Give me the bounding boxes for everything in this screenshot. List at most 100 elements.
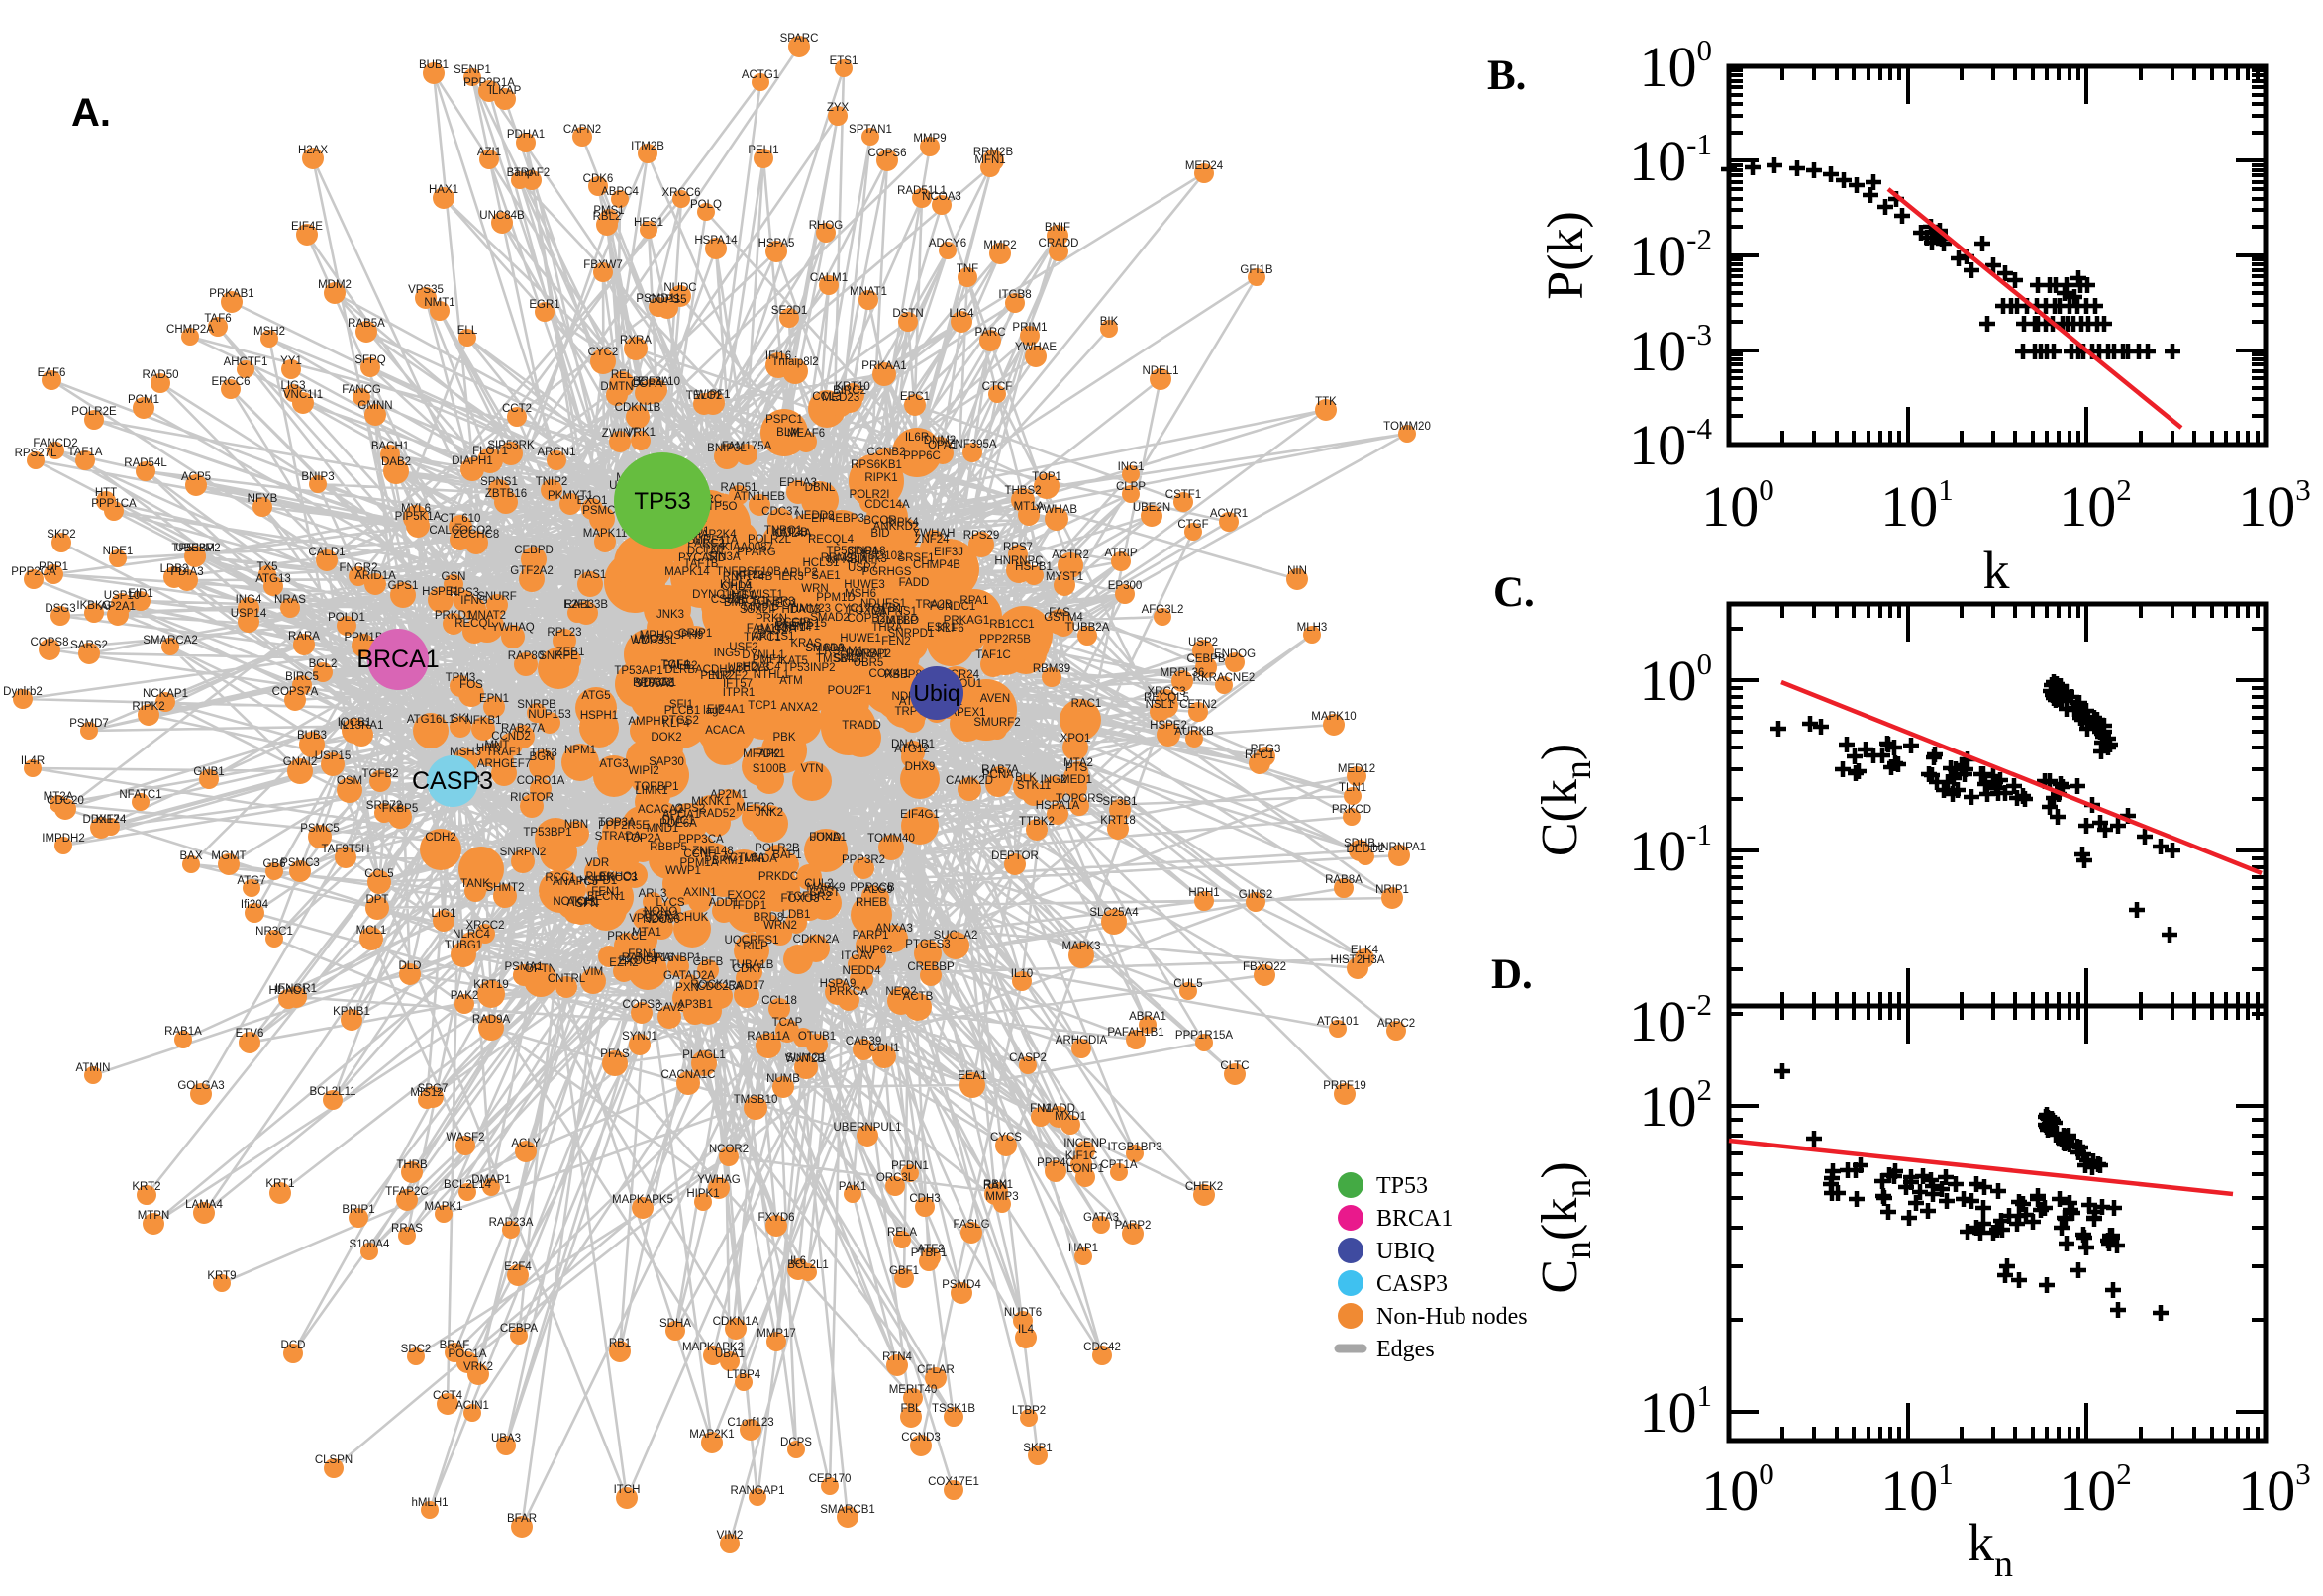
svg-text:KRT2: KRT2 (132, 1181, 160, 1193)
svg-text:SMG1: SMG1 (834, 653, 866, 665)
svg-text:SPNS1: SPNS1 (480, 476, 518, 488)
svg-text:WIPI2: WIPI2 (628, 765, 658, 777)
svg-text:RANBP2: RANBP2 (846, 648, 891, 660)
svg-text:PRKDC: PRKDC (758, 871, 798, 883)
svg-text:FOXA1: FOXA1 (809, 832, 847, 844)
svg-text:ATMIN: ATMIN (76, 1062, 111, 1074)
svg-text:POC1A: POC1A (449, 1348, 487, 1360)
svg-text:RNF144B: RNF144B (723, 571, 773, 583)
svg-text:APEX1: APEX1 (949, 707, 985, 719)
svg-text:NLRC4: NLRC4 (453, 929, 490, 941)
svg-text:AFG3L2: AFG3L2 (1142, 604, 1184, 616)
svg-text:IMPDH2: IMPDH2 (42, 833, 84, 845)
svg-text:UBIQ: UBIQ (1376, 1239, 1435, 1264)
svg-text:XPO1: XPO1 (1060, 733, 1091, 745)
svg-text:MAPK1: MAPK1 (425, 1201, 463, 1213)
svg-text:ZNF148: ZNF148 (692, 846, 734, 857)
svg-text:ETV6: ETV6 (236, 1028, 264, 1040)
svg-text:RAB5A: RAB5A (348, 318, 385, 330)
svg-text:CDKN1A: CDKN1A (713, 1316, 759, 1328)
svg-text:COPB2: COPB2 (848, 613, 886, 625)
svg-text:ORC3L: ORC3L (876, 1172, 915, 1184)
svg-text:LYCS: LYCS (656, 897, 685, 909)
svg-text:RAD54L: RAD54L (124, 457, 167, 469)
svg-text:CAB39: CAB39 (846, 1036, 881, 1047)
svg-text:FEN2: FEN2 (881, 636, 910, 648)
svg-text:PFDN1: PFDN1 (891, 1160, 929, 1172)
svg-text:MAPK11: MAPK11 (583, 528, 628, 540)
svg-text:ARL3: ARL3 (639, 888, 667, 900)
svg-text:TANK: TANK (460, 878, 490, 890)
svg-text:PRPF19: PRPF19 (1323, 1080, 1365, 1092)
svg-text:HSPA9: HSPA9 (820, 978, 857, 990)
svg-text:IL4: IL4 (1018, 1324, 1035, 1336)
svg-text:PGR: PGR (862, 566, 887, 578)
svg-text:ERCC6: ERCC6 (212, 376, 251, 388)
svg-text:NFATC1: NFATC1 (119, 789, 161, 801)
svg-text:PDP1: PDP1 (39, 561, 68, 573)
svg-text:SMARCB1: SMARCB1 (820, 1504, 875, 1516)
svg-text:AKT3: AKT3 (567, 897, 596, 909)
svg-text:TGFBR3: TGFBR3 (750, 596, 794, 608)
svg-text:ING4: ING4 (236, 594, 262, 606)
svg-text:EFEMP1: EFEMP1 (774, 621, 820, 633)
svg-text:ARHGEF7: ARHGEF7 (477, 758, 531, 770)
svg-text:SDC2: SDC2 (401, 1344, 432, 1355)
svg-text:PTBP1: PTBP1 (911, 1247, 947, 1259)
svg-text:FBXO22: FBXO22 (1243, 961, 1286, 973)
svg-text:SKP2: SKP2 (47, 529, 75, 541)
svg-text:VDR: VDR (585, 857, 609, 869)
svg-text:BNIP3L: BNIP3L (707, 443, 747, 454)
svg-text:SHMT2: SHMT2 (486, 882, 525, 894)
svg-text:NCOR2: NCOR2 (709, 1144, 749, 1155)
svg-text:PPP2R1A: PPP2R1A (463, 77, 515, 89)
svg-text:SSX2IP: SSX2IP (740, 604, 780, 616)
svg-text:SIN3A: SIN3A (707, 551, 741, 563)
svg-text:FKBP5: FKBP5 (382, 803, 418, 815)
svg-text:PDE6A: PDE6A (659, 818, 697, 830)
svg-text:ATG16L1: ATG16L1 (407, 714, 454, 726)
svg-text:ACTR2: ACTR2 (1052, 549, 1089, 561)
svg-text:CASP3: CASP3 (412, 767, 493, 795)
svg-text:RANBP16: RANBP16 (622, 952, 673, 964)
svg-text:TAF9T5H: TAF9T5H (322, 844, 370, 855)
svg-text:CHUK: CHUK (676, 912, 709, 924)
svg-text:CCL3: CCL3 (812, 391, 841, 403)
svg-text:XRCC3: XRCC3 (1148, 686, 1186, 698)
svg-text:TOPORS: TOPORS (1056, 793, 1104, 805)
svg-text:PSMD4: PSMD4 (942, 1279, 981, 1291)
svg-text:MADD: MADD (1042, 1103, 1075, 1115)
svg-text:AURKB: AURKB (1174, 726, 1214, 738)
svg-text:LONP1: LONP1 (1066, 1163, 1104, 1175)
svg-text:PPP3R2: PPP3R2 (842, 854, 885, 866)
svg-text:USP14: USP14 (231, 608, 267, 620)
svg-text:VDAC2: VDAC2 (636, 677, 673, 689)
svg-text:Ifi204: Ifi204 (241, 899, 269, 911)
svg-text:NEDD4: NEDD4 (843, 965, 882, 977)
svg-text:TTK: TTK (1315, 396, 1337, 408)
svg-text:PXN: PXN (675, 982, 699, 994)
svg-text:H2AX: H2AX (298, 145, 328, 156)
svg-text:XRCC2: XRCC2 (466, 920, 505, 932)
svg-text:C.: C. (1493, 569, 1535, 616)
svg-text:CEBPD: CEBPD (514, 545, 554, 556)
svg-text:EP300: EP300 (1108, 580, 1143, 592)
svg-text:LIG3: LIG3 (281, 380, 306, 392)
svg-text:KRT9: KRT9 (207, 1270, 236, 1282)
svg-text:PLAGL1: PLAGL1 (682, 1049, 725, 1061)
svg-text:BRD8: BRD8 (754, 912, 784, 924)
svg-text:SENP1: SENP1 (454, 64, 491, 76)
svg-text:VTN: VTN (801, 763, 824, 775)
svg-text:MNAT2: MNAT2 (468, 610, 506, 622)
svg-text:MED12: MED12 (1338, 763, 1375, 775)
svg-text:RAP80: RAP80 (508, 650, 544, 662)
svg-text:CCND2: CCND2 (491, 731, 531, 743)
svg-text:PIP5K1A: PIP5K1A (395, 511, 442, 523)
svg-text:RAB8A: RAB8A (1325, 874, 1363, 886)
svg-text:TNIP2: TNIP2 (536, 476, 568, 488)
svg-text:TNPO1: TNPO1 (764, 525, 802, 537)
svg-text:CBFB: CBFB (693, 956, 724, 968)
svg-text:Ubiq: Ubiq (913, 680, 960, 706)
svg-text:OPTN: OPTN (525, 963, 556, 975)
svg-text:CYC2: CYC2 (588, 347, 619, 358)
